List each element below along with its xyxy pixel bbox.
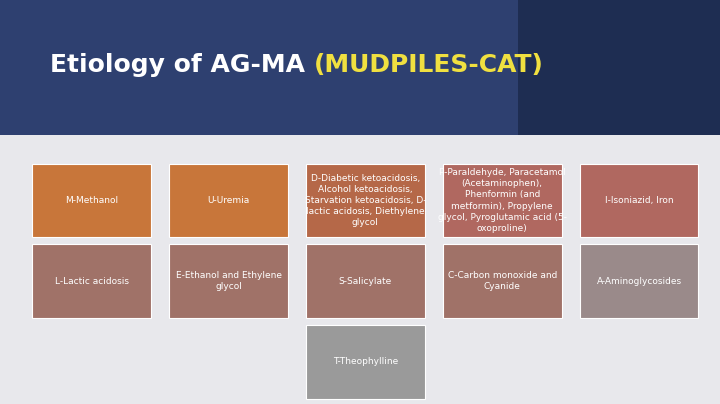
Text: P-Paraldehyde, Paracetamol
(Acetaminophen),
Phenformin (and
metformin), Propylen: P-Paraldehyde, Paracetamol (Acetaminophe… [438,168,567,233]
FancyBboxPatch shape [306,164,425,238]
Text: T-Theophylline: T-Theophylline [333,357,398,366]
FancyBboxPatch shape [32,164,151,238]
Text: S-Salicylate: S-Salicylate [339,277,392,286]
Text: A-Aminoglycosides: A-Aminoglycosides [596,277,682,286]
FancyBboxPatch shape [32,244,151,318]
FancyBboxPatch shape [518,0,720,135]
Text: D-Diabetic ketoacidosis,
Alcohol ketoacidosis,
Starvation ketoacidosis, D-
lacti: D-Diabetic ketoacidosis, Alcohol ketoaci… [305,174,426,227]
Text: I-Isoniazid, Iron: I-Isoniazid, Iron [605,196,673,205]
Text: L-Lactic acidosis: L-Lactic acidosis [55,277,129,286]
FancyBboxPatch shape [169,244,288,318]
FancyBboxPatch shape [306,325,425,399]
Text: C-Carbon monoxide and
Cyanide: C-Carbon monoxide and Cyanide [448,271,557,291]
Text: Etiology of AG-MA: Etiology of AG-MA [50,53,314,77]
FancyBboxPatch shape [580,164,698,238]
FancyBboxPatch shape [580,244,698,318]
FancyBboxPatch shape [306,244,425,318]
FancyBboxPatch shape [443,164,562,238]
FancyBboxPatch shape [443,244,562,318]
Text: E-Ethanol and Ethylene
glycol: E-Ethanol and Ethylene glycol [176,271,282,291]
FancyBboxPatch shape [169,164,288,238]
FancyBboxPatch shape [0,0,518,135]
Text: U-Uremia: U-Uremia [207,196,250,205]
Text: (MUDPILES-CAT): (MUDPILES-CAT) [314,53,544,77]
Text: M-Methanol: M-Methanol [66,196,118,205]
